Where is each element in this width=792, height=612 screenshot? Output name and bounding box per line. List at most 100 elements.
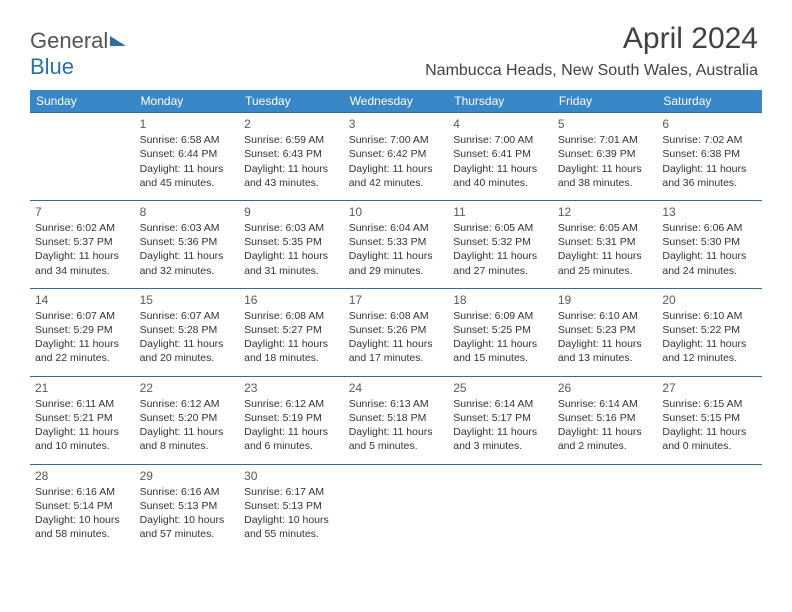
sunrise-text: Sunrise: 6:05 AM [558, 221, 653, 235]
day-number: 7 [35, 204, 130, 220]
sunset-text: Sunset: 5:14 PM [35, 499, 130, 513]
daylight-text: Daylight: 11 hours [558, 425, 653, 439]
day-header: Friday [553, 90, 658, 113]
daylight-text: and 57 minutes. [140, 527, 235, 541]
sunrise-text: Sunrise: 6:10 AM [662, 309, 757, 323]
calendar-day-cell: 12Sunrise: 6:05 AMSunset: 5:31 PMDayligh… [553, 200, 658, 288]
sunset-text: Sunset: 6:43 PM [244, 147, 339, 161]
daylight-text: Daylight: 11 hours [349, 425, 444, 439]
sunrise-text: Sunrise: 6:03 AM [244, 221, 339, 235]
daylight-text: Daylight: 11 hours [558, 249, 653, 263]
day-header: Tuesday [239, 90, 344, 113]
calendar-day-cell: 13Sunrise: 6:06 AMSunset: 5:30 PMDayligh… [657, 200, 762, 288]
calendar-day-cell: 14Sunrise: 6:07 AMSunset: 5:29 PMDayligh… [30, 288, 135, 376]
day-number: 20 [662, 292, 757, 308]
day-header: Wednesday [344, 90, 449, 113]
day-header: Thursday [448, 90, 553, 113]
day-number: 24 [349, 380, 444, 396]
sunset-text: Sunset: 5:18 PM [349, 411, 444, 425]
day-number: 22 [140, 380, 235, 396]
sunset-text: Sunset: 5:33 PM [349, 235, 444, 249]
daylight-text: and 20 minutes. [140, 351, 235, 365]
day-number: 30 [244, 468, 339, 484]
sunset-text: Sunset: 5:29 PM [35, 323, 130, 337]
day-number: 29 [140, 468, 235, 484]
daylight-text: and 17 minutes. [349, 351, 444, 365]
day-number: 8 [140, 204, 235, 220]
sunset-text: Sunset: 5:23 PM [558, 323, 653, 337]
daylight-text: and 10 minutes. [35, 439, 130, 453]
daylight-text: Daylight: 11 hours [244, 425, 339, 439]
calendar-week-row: 28Sunrise: 6:16 AMSunset: 5:14 PMDayligh… [30, 464, 762, 551]
calendar-day-cell: 2Sunrise: 6:59 AMSunset: 6:43 PMDaylight… [239, 113, 344, 201]
sunrise-text: Sunrise: 7:01 AM [558, 133, 653, 147]
calendar-day-cell: 22Sunrise: 6:12 AMSunset: 5:20 PMDayligh… [135, 376, 240, 464]
daylight-text: Daylight: 11 hours [453, 162, 548, 176]
daylight-text: and 15 minutes. [453, 351, 548, 365]
logo-triangle-icon [110, 36, 126, 46]
daylight-text: Daylight: 10 hours [140, 513, 235, 527]
sunrise-text: Sunrise: 6:02 AM [35, 221, 130, 235]
sunset-text: Sunset: 5:20 PM [140, 411, 235, 425]
calendar-day-cell: 7Sunrise: 6:02 AMSunset: 5:37 PMDaylight… [30, 200, 135, 288]
day-number: 3 [349, 116, 444, 132]
day-number: 13 [662, 204, 757, 220]
daylight-text: and 0 minutes. [662, 439, 757, 453]
calendar-day-cell: 3Sunrise: 7:00 AMSunset: 6:42 PMDaylight… [344, 113, 449, 201]
logo-text-blue: Blue [30, 54, 74, 79]
daylight-text: Daylight: 11 hours [662, 425, 757, 439]
calendar-day-cell: 18Sunrise: 6:09 AMSunset: 5:25 PMDayligh… [448, 288, 553, 376]
sunset-text: Sunset: 5:36 PM [140, 235, 235, 249]
daylight-text: Daylight: 11 hours [662, 337, 757, 351]
day-number: 25 [453, 380, 548, 396]
sunset-text: Sunset: 5:30 PM [662, 235, 757, 249]
daylight-text: Daylight: 11 hours [244, 249, 339, 263]
sunrise-text: Sunrise: 6:12 AM [244, 397, 339, 411]
daylight-text: Daylight: 11 hours [244, 337, 339, 351]
daylight-text: Daylight: 11 hours [662, 249, 757, 263]
daylight-text: Daylight: 10 hours [244, 513, 339, 527]
daylight-text: Daylight: 11 hours [349, 162, 444, 176]
sunrise-text: Sunrise: 6:07 AM [140, 309, 235, 323]
daylight-text: Daylight: 11 hours [140, 425, 235, 439]
calendar-week-row: 14Sunrise: 6:07 AMSunset: 5:29 PMDayligh… [30, 288, 762, 376]
sunrise-text: Sunrise: 6:08 AM [349, 309, 444, 323]
sunset-text: Sunset: 5:25 PM [453, 323, 548, 337]
day-number: 19 [558, 292, 653, 308]
day-number: 2 [244, 116, 339, 132]
calendar-day-cell: 5Sunrise: 7:01 AMSunset: 6:39 PMDaylight… [553, 113, 658, 201]
sunset-text: Sunset: 5:13 PM [140, 499, 235, 513]
daylight-text: and 25 minutes. [558, 264, 653, 278]
calendar-day-cell: 24Sunrise: 6:13 AMSunset: 5:18 PMDayligh… [344, 376, 449, 464]
calendar-day-cell: 26Sunrise: 6:14 AMSunset: 5:16 PMDayligh… [553, 376, 658, 464]
calendar-empty-cell [344, 464, 449, 551]
sunset-text: Sunset: 5:16 PM [558, 411, 653, 425]
location-subtitle: Nambucca Heads, New South Wales, Austral… [425, 62, 758, 80]
calendar-empty-cell [553, 464, 658, 551]
daylight-text: and 24 minutes. [662, 264, 757, 278]
daylight-text: and 55 minutes. [244, 527, 339, 541]
day-number: 9 [244, 204, 339, 220]
sunset-text: Sunset: 6:39 PM [558, 147, 653, 161]
calendar-body: 1Sunrise: 6:58 AMSunset: 6:44 PMDaylight… [30, 113, 762, 552]
daylight-text: and 31 minutes. [244, 264, 339, 278]
day-number: 6 [662, 116, 757, 132]
calendar-day-cell: 27Sunrise: 6:15 AMSunset: 5:15 PMDayligh… [657, 376, 762, 464]
day-number: 4 [453, 116, 548, 132]
sunset-text: Sunset: 5:21 PM [35, 411, 130, 425]
daylight-text: Daylight: 11 hours [35, 425, 130, 439]
sunrise-text: Sunrise: 6:58 AM [140, 133, 235, 147]
calendar-day-cell: 29Sunrise: 6:16 AMSunset: 5:13 PMDayligh… [135, 464, 240, 551]
calendar-day-cell: 19Sunrise: 6:10 AMSunset: 5:23 PMDayligh… [553, 288, 658, 376]
daylight-text: Daylight: 11 hours [140, 337, 235, 351]
calendar-day-cell: 4Sunrise: 7:00 AMSunset: 6:41 PMDaylight… [448, 113, 553, 201]
daylight-text: Daylight: 11 hours [662, 162, 757, 176]
day-header: Saturday [657, 90, 762, 113]
sunrise-text: Sunrise: 6:13 AM [349, 397, 444, 411]
calendar-day-cell: 17Sunrise: 6:08 AMSunset: 5:26 PMDayligh… [344, 288, 449, 376]
day-number: 16 [244, 292, 339, 308]
calendar-day-cell: 8Sunrise: 6:03 AMSunset: 5:36 PMDaylight… [135, 200, 240, 288]
daylight-text: Daylight: 11 hours [453, 337, 548, 351]
sunset-text: Sunset: 5:22 PM [662, 323, 757, 337]
sunset-text: Sunset: 5:27 PM [244, 323, 339, 337]
